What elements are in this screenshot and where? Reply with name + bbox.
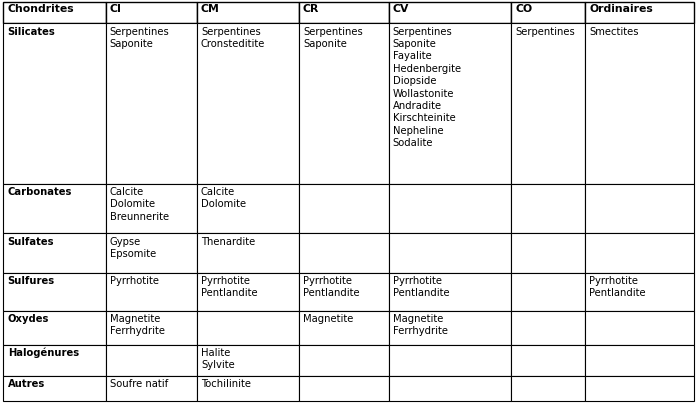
Text: Serpentines
Saponite: Serpentines Saponite xyxy=(110,27,169,49)
Bar xyxy=(197,376,299,401)
Bar xyxy=(388,23,512,183)
Bar xyxy=(388,345,512,376)
Text: Tochilinite: Tochilinite xyxy=(201,379,251,389)
Bar xyxy=(299,273,388,311)
Bar xyxy=(585,376,694,401)
Bar xyxy=(585,183,694,233)
Text: Silicates: Silicates xyxy=(8,27,56,37)
Text: CR: CR xyxy=(303,4,319,15)
Bar xyxy=(299,345,388,376)
Bar xyxy=(299,233,388,273)
Bar xyxy=(512,23,585,183)
Bar xyxy=(3,311,106,345)
Bar xyxy=(299,2,388,23)
Bar xyxy=(388,273,512,311)
Bar xyxy=(388,311,512,345)
Bar xyxy=(106,311,197,345)
Text: Pyrrhotite
Pentlandite: Pyrrhotite Pentlandite xyxy=(392,276,450,298)
Bar xyxy=(585,345,694,376)
Bar xyxy=(512,311,585,345)
Text: Chondrites: Chondrites xyxy=(8,4,75,15)
Text: Halite
Sylvite: Halite Sylvite xyxy=(201,348,235,370)
Text: Thenardite: Thenardite xyxy=(201,237,255,247)
Text: Calcite
Dolomite
Breunnerite: Calcite Dolomite Breunnerite xyxy=(110,187,169,222)
Bar xyxy=(197,345,299,376)
Text: Oxydes: Oxydes xyxy=(8,314,49,324)
Text: Sulfates: Sulfates xyxy=(8,237,54,247)
Bar xyxy=(512,273,585,311)
Bar xyxy=(106,273,197,311)
Bar xyxy=(106,345,197,376)
Bar xyxy=(585,233,694,273)
Bar xyxy=(106,2,197,23)
Bar xyxy=(197,311,299,345)
Text: CM: CM xyxy=(201,4,220,15)
Bar xyxy=(3,376,106,401)
Bar xyxy=(197,23,299,183)
Text: CV: CV xyxy=(392,4,409,15)
Text: CO: CO xyxy=(516,4,533,15)
Bar xyxy=(585,23,694,183)
Bar xyxy=(106,183,197,233)
Bar xyxy=(197,233,299,273)
Bar xyxy=(388,376,512,401)
Text: Serpentines
Cronsteditite: Serpentines Cronsteditite xyxy=(201,27,266,49)
Bar xyxy=(512,345,585,376)
Bar xyxy=(585,2,694,23)
Text: Smectites: Smectites xyxy=(590,27,639,37)
Bar xyxy=(512,376,585,401)
Text: Halogénures: Halogénures xyxy=(8,348,79,359)
Bar xyxy=(197,183,299,233)
Bar xyxy=(388,233,512,273)
Bar xyxy=(299,311,388,345)
Bar xyxy=(3,273,106,311)
Text: Serpentines: Serpentines xyxy=(516,27,575,37)
Bar xyxy=(3,2,106,23)
Bar xyxy=(388,2,512,23)
Text: Pyrrhotite
Pentlandite: Pyrrhotite Pentlandite xyxy=(303,276,360,298)
Bar xyxy=(512,183,585,233)
Bar xyxy=(512,233,585,273)
Text: Magnetite
Ferrhydrite: Magnetite Ferrhydrite xyxy=(392,314,447,337)
Text: Magnetite
Ferrhydrite: Magnetite Ferrhydrite xyxy=(110,314,164,337)
Bar xyxy=(197,2,299,23)
Bar xyxy=(3,233,106,273)
Bar xyxy=(585,273,694,311)
Text: Carbonates: Carbonates xyxy=(8,187,72,197)
Bar xyxy=(106,23,197,183)
Bar xyxy=(3,183,106,233)
Bar xyxy=(299,183,388,233)
Bar xyxy=(388,183,512,233)
Text: Pyrrhotite
Pentlandite: Pyrrhotite Pentlandite xyxy=(201,276,257,298)
Bar xyxy=(299,23,388,183)
Text: Serpentines
Saponite: Serpentines Saponite xyxy=(303,27,362,49)
Bar xyxy=(299,376,388,401)
Text: Serpentines
Saponite
Fayalite
Hedenbergite
Diopside
Wollastonite
Andradite
Kirsc: Serpentines Saponite Fayalite Hedenbergi… xyxy=(392,27,461,148)
Text: Soufre natif: Soufre natif xyxy=(110,379,168,389)
Text: Ordinaires: Ordinaires xyxy=(590,4,653,15)
Text: Pyrrhotite: Pyrrhotite xyxy=(110,276,159,286)
Bar xyxy=(585,311,694,345)
Text: Pyrrhotite
Pentlandite: Pyrrhotite Pentlandite xyxy=(590,276,646,298)
Bar xyxy=(106,233,197,273)
Text: Autres: Autres xyxy=(8,379,45,389)
Text: Sulfures: Sulfures xyxy=(8,276,55,286)
Bar xyxy=(3,23,106,183)
Text: Calcite
Dolomite: Calcite Dolomite xyxy=(201,187,246,209)
Text: Gypse
Epsomite: Gypse Epsomite xyxy=(110,237,156,259)
Bar xyxy=(512,2,585,23)
Bar xyxy=(197,273,299,311)
Text: CI: CI xyxy=(110,4,122,15)
Bar xyxy=(3,345,106,376)
Bar xyxy=(106,376,197,401)
Text: Magnetite: Magnetite xyxy=(303,314,353,324)
